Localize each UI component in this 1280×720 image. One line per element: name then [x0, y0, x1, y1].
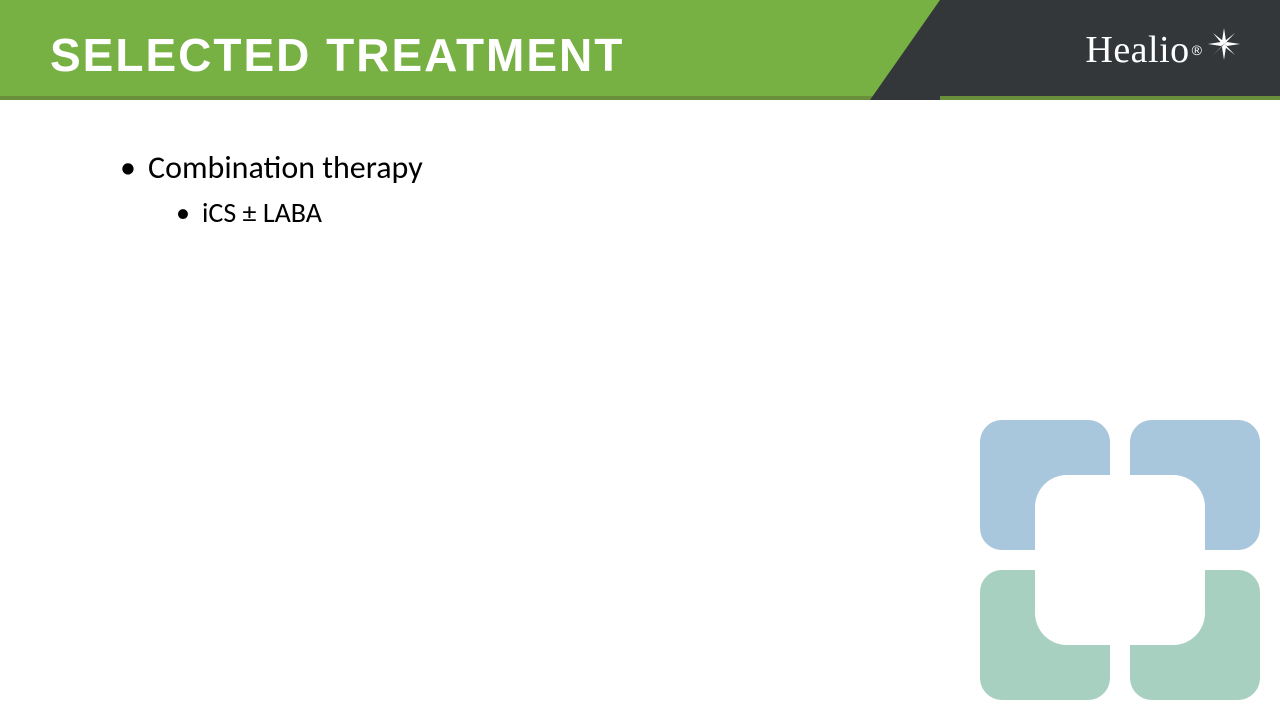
decor-tile-center	[1035, 475, 1205, 645]
bullet-text: iCS ± LABA	[202, 195, 322, 230]
registered-mark: ®	[1192, 42, 1202, 58]
slide-content: Combination therapy iCS ± LABA	[0, 100, 1280, 230]
slide-header: SELECTED TREATMENT Healio®	[0, 0, 1280, 100]
bullet-level-2: iCS ± LABA	[176, 195, 1180, 230]
slide-title: SELECTED TREATMENT	[50, 28, 624, 82]
star-icon	[1206, 26, 1242, 62]
bullet-text: Combination therapy	[148, 148, 423, 187]
decor-tiles	[980, 420, 1260, 700]
brand-logo-text: Healio	[1085, 28, 1189, 72]
brand-logo: Healio®	[1085, 28, 1242, 72]
bullet-level-1: Combination therapy	[120, 148, 1180, 187]
header-dark-panel: Healio®	[940, 0, 1280, 96]
